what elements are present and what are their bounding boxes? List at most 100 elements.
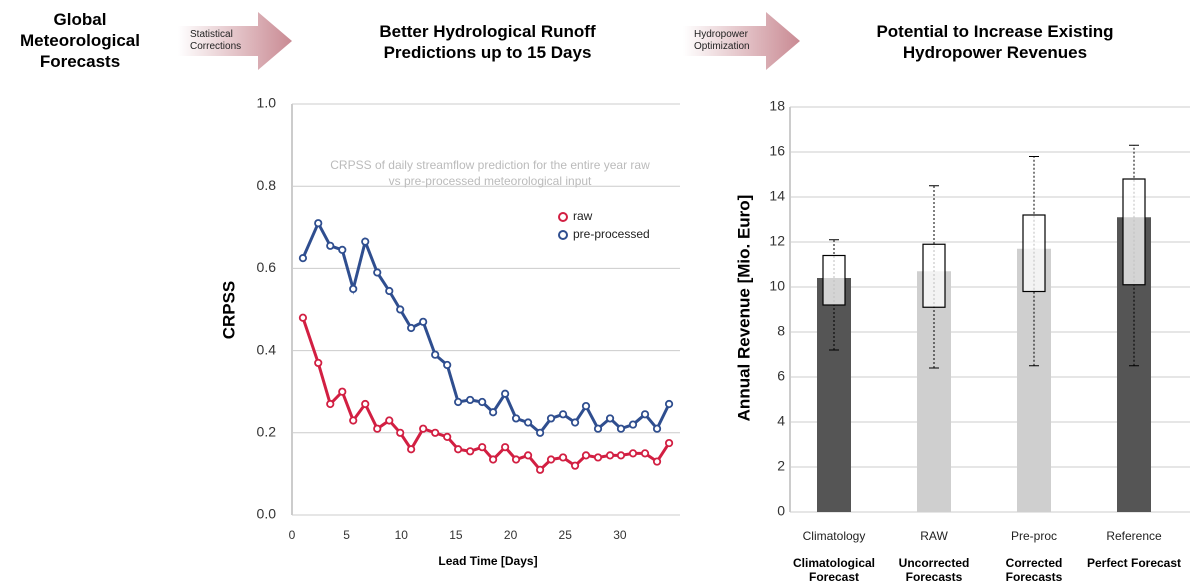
source-label: Global Meteorological Forecasts (20, 10, 140, 71)
x-tick-label: Climatology (803, 529, 866, 543)
x-tick-label: 25 (559, 528, 573, 542)
point (466, 395, 475, 405)
legend-marker (558, 230, 568, 240)
point (501, 443, 510, 452)
point (546, 414, 556, 423)
point (593, 453, 603, 462)
point (407, 323, 416, 333)
point (326, 241, 335, 250)
point (652, 424, 662, 433)
point (570, 461, 580, 470)
y-axis-label: Annual Revenue [Mio. Euro] (734, 195, 753, 422)
point (605, 414, 615, 423)
box (822, 254, 846, 306)
point (338, 387, 347, 396)
x-tick-label: 5 (343, 528, 350, 542)
x-tick-label: 10 (395, 528, 409, 542)
y-axis-label: CRPSS (219, 281, 238, 340)
chart-title: Better Hydrological Runoff Predictions u… (379, 22, 596, 62)
point (396, 305, 405, 314)
annotation: CRPSS of daily streamflow prediction for… (330, 158, 650, 188)
point (385, 286, 394, 296)
point (640, 410, 650, 419)
point (385, 416, 394, 425)
legend-label: raw (573, 209, 593, 223)
y-tick-label: 18 (769, 98, 785, 114)
y-tick-label: 12 (769, 233, 785, 249)
category-sublabel: Uncorrected Forecasts (898, 556, 970, 584)
x-tick-label: 30 (613, 528, 627, 542)
box (922, 243, 946, 308)
point (396, 428, 405, 437)
x-tick-label: 0 (289, 528, 296, 542)
point (523, 418, 533, 427)
point (640, 449, 650, 458)
point (361, 237, 370, 246)
legend-label: pre-processed (573, 227, 650, 241)
y-tick-label: 14 (769, 188, 785, 204)
point (361, 399, 370, 409)
point (373, 268, 382, 277)
point (523, 451, 533, 460)
point (478, 443, 487, 452)
box (1122, 178, 1146, 286)
box (1022, 214, 1046, 293)
y-tick-label: 2 (777, 458, 785, 474)
y-tick-label: 6 (777, 368, 785, 384)
point (511, 414, 521, 423)
y-tick-label: 8 (777, 323, 785, 339)
arrow-label: Hydropower Optimization (694, 29, 750, 52)
point (314, 219, 323, 228)
point (431, 428, 440, 437)
y-tick-label: 1.0 (257, 95, 277, 111)
y-tick-label: 0.8 (257, 177, 277, 193)
point (581, 401, 591, 411)
arrow-label: Statistical Corrections (190, 29, 242, 52)
point (298, 313, 308, 322)
point (373, 424, 382, 433)
point (536, 428, 545, 437)
point (501, 389, 510, 398)
x-tick-label: RAW (920, 529, 948, 543)
point (454, 397, 463, 407)
point (616, 424, 626, 433)
y-tick-label: 0.2 (257, 424, 277, 440)
x-axis-label: Lead Time [Days] (438, 554, 537, 568)
point (558, 410, 568, 419)
category-sublabel: Perfect Forecast (1086, 556, 1182, 570)
point (466, 447, 475, 456)
arrow (683, 12, 800, 70)
arrow (178, 12, 292, 70)
point (593, 424, 603, 433)
point (536, 465, 545, 474)
point (431, 350, 440, 359)
y-tick-label: 0.6 (257, 259, 277, 275)
point (605, 451, 615, 460)
point (454, 445, 463, 454)
legend-marker (558, 212, 568, 222)
point (419, 424, 428, 433)
point (298, 254, 308, 263)
point (443, 360, 452, 370)
point (570, 418, 580, 427)
point (581, 451, 591, 460)
y-tick-label: 16 (769, 143, 785, 159)
point (628, 420, 638, 429)
point (478, 397, 487, 407)
point (616, 451, 626, 460)
category-sublabel: Corrected Forecasts (1005, 556, 1063, 584)
x-tick-label: 20 (504, 528, 518, 542)
point (628, 449, 638, 458)
point (326, 399, 335, 409)
x-tick-label: 15 (449, 528, 463, 542)
point (419, 317, 428, 326)
y-tick-label: 4 (777, 413, 785, 429)
y-tick-label: 0.4 (257, 341, 277, 357)
point (314, 358, 323, 368)
point (664, 399, 674, 409)
y-tick-label: 10 (769, 278, 785, 294)
point (546, 455, 556, 464)
x-tick-label: Pre-proc (1011, 529, 1057, 543)
point (349, 284, 358, 294)
